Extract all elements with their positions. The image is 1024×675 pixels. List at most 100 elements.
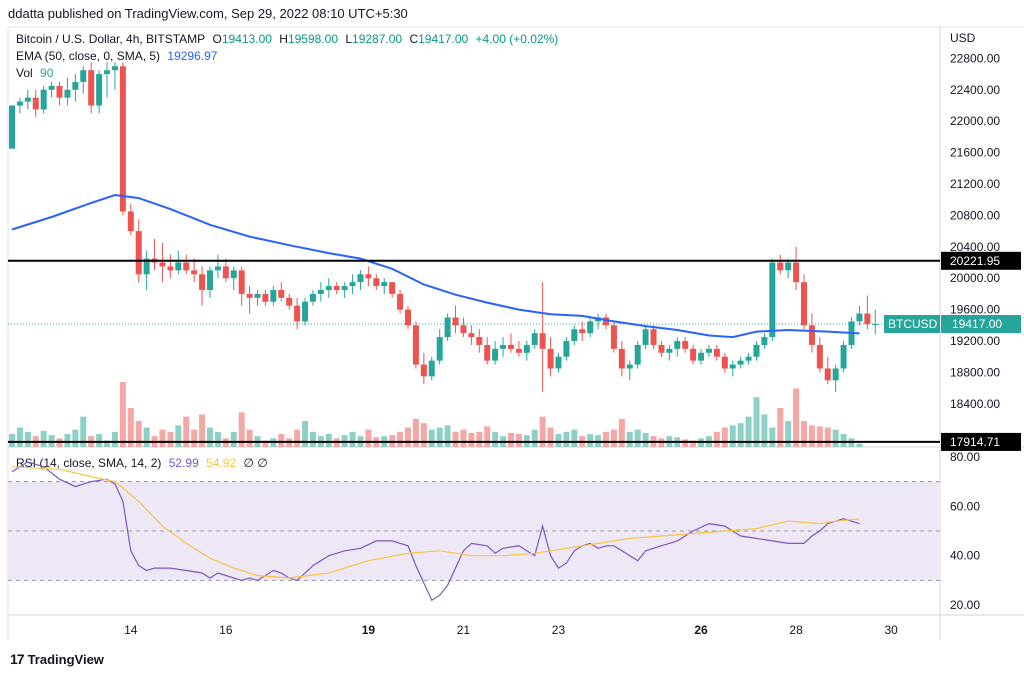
candle-body <box>24 97 31 102</box>
volume-bar <box>492 431 499 447</box>
price-tick-label: 22800.00 <box>950 51 1000 65</box>
candle-body <box>72 81 79 90</box>
volume-bar <box>159 429 166 447</box>
vol-legend[interactable]: Vol 90 <box>16 66 57 80</box>
candle-body <box>824 368 831 381</box>
price-tick-label: 20400.00 <box>950 240 1000 254</box>
price-tick-label: 18400.00 <box>950 397 1000 411</box>
candle-body <box>397 293 404 310</box>
candle-body <box>159 262 166 267</box>
candle-body <box>302 301 309 322</box>
volume-bar <box>365 429 372 447</box>
price-tick-label: 21600.00 <box>950 146 1000 160</box>
volume-bar <box>824 427 831 447</box>
volume-bar <box>428 429 435 447</box>
candle-body <box>563 341 570 357</box>
volume-bar <box>191 429 198 447</box>
volume-bar <box>309 431 316 447</box>
volume-bar <box>603 431 609 447</box>
candle-body <box>317 289 324 294</box>
publisher-line: ddatta published on TradingView.com, Sep… <box>8 6 408 21</box>
tradingview-brand[interactable]: 17 TradingView <box>10 651 104 667</box>
volume-bar <box>72 429 79 447</box>
time-tick-label: 23 <box>552 623 566 637</box>
candle-body <box>785 262 792 271</box>
candle-body <box>309 293 316 302</box>
volume-bar <box>777 408 784 447</box>
horizontal-lines[interactable] <box>8 259 940 443</box>
low-label: L <box>345 32 353 46</box>
close-label: C <box>409 32 419 46</box>
candle-body <box>761 337 768 345</box>
rsi-tick-label: 60.00 <box>950 499 980 513</box>
time-tick-label: 16 <box>219 623 233 637</box>
volume-bars <box>9 382 863 447</box>
candle-body <box>436 337 443 361</box>
candle-body <box>40 89 47 110</box>
currency-label: USD <box>950 31 976 45</box>
candle-body <box>428 360 435 377</box>
candle-body <box>840 344 847 369</box>
rsi-legend[interactable]: RSI (14, close, SMA, 14, 2) 52.99 54.92 … <box>16 456 272 470</box>
ema-polyline <box>11 193 860 339</box>
candle-body <box>603 317 609 326</box>
candle-body <box>104 70 111 75</box>
candle-body <box>183 262 190 271</box>
candle-body <box>658 344 665 353</box>
horizontal-line-tag <box>941 432 1021 451</box>
time-tick-label: 26 <box>694 623 708 637</box>
volume-bar <box>325 434 332 447</box>
candle-body <box>531 333 538 345</box>
volume-bar <box>737 423 744 447</box>
volume-bar <box>476 431 483 447</box>
candle-body <box>16 101 23 106</box>
candle-body <box>127 211 134 232</box>
candle-body <box>856 313 863 322</box>
volume-bar <box>80 416 87 447</box>
volume-bar <box>555 434 562 447</box>
symbol-tag <box>884 314 940 333</box>
candle-body <box>262 293 269 302</box>
candle-body <box>579 329 586 334</box>
candle-body <box>618 348 625 369</box>
volume-bar <box>761 414 768 447</box>
candle-body <box>278 289 285 298</box>
high-value: 19598.00 <box>287 32 338 46</box>
brand-name: TradingView <box>27 651 104 667</box>
candle-body <box>357 274 364 283</box>
candle-body <box>254 293 261 298</box>
candle-body <box>452 317 459 326</box>
axes: USD22800.0022400.0022000.0021600.0021200… <box>124 31 1000 637</box>
volume-bar <box>104 440 111 447</box>
rsi-tick-label: 80.00 <box>950 450 980 464</box>
volume-bar <box>143 427 150 447</box>
candle-body <box>729 364 736 369</box>
volume-bar <box>587 434 594 447</box>
symbol-title[interactable]: Bitcoin / U.S. Dollar, 4h, BITSTAMP <box>16 32 206 46</box>
candle-body <box>634 344 641 365</box>
candle-body <box>111 66 118 71</box>
volume-bar <box>111 431 118 447</box>
volume-bar <box>571 429 578 447</box>
candle-body <box>507 344 514 349</box>
volume-bar <box>302 421 309 447</box>
candle-body <box>642 329 649 345</box>
candle-body <box>737 360 744 365</box>
vol-value: 90 <box>40 66 54 80</box>
candle-body <box>745 356 752 361</box>
volume-bar <box>397 431 404 447</box>
close-value: 19417.00 <box>418 32 469 46</box>
tradingview-logo-icon: 17 <box>10 651 25 667</box>
price-tick-label: 22000.00 <box>950 114 1000 128</box>
candle-body <box>555 356 562 369</box>
candle-body <box>214 266 221 271</box>
volume-bar <box>793 388 800 447</box>
candle-body <box>167 266 174 271</box>
volume-bar <box>745 416 752 447</box>
volume-bar <box>626 431 633 447</box>
volume-bar <box>412 418 419 447</box>
ema-legend[interactable]: EMA (50, close, 0, SMA, 5) 19296.97 <box>16 49 221 63</box>
volume-bar <box>816 426 823 447</box>
candle-body <box>365 274 372 279</box>
